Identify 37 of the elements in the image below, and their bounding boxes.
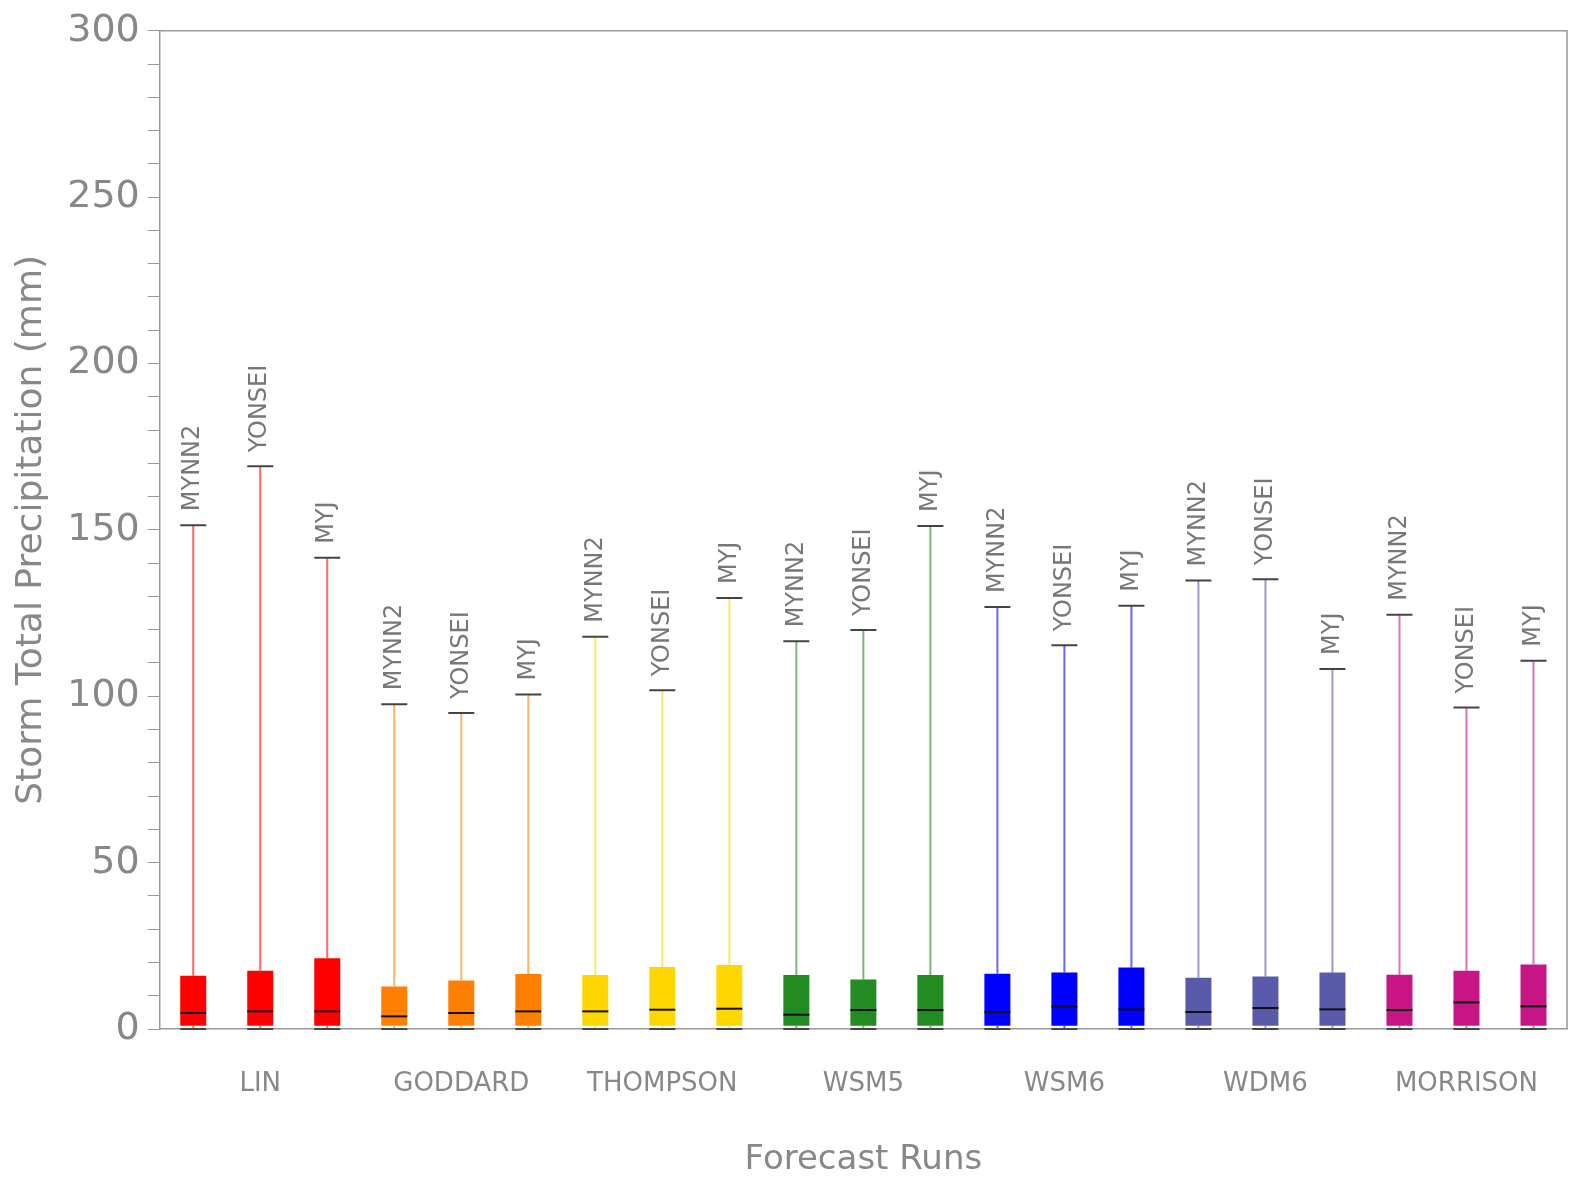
x-axis-title: Forecast Runs — [744, 1137, 983, 1178]
annotation: YONSEI — [445, 611, 474, 700]
annotation: MYNN2 — [981, 506, 1010, 594]
x-tick-label: WSM6 — [1023, 1067, 1105, 1098]
annotation: MYNN2 — [579, 536, 608, 623]
annotation: MYJ — [713, 541, 742, 585]
annotation: MYNN2 — [177, 424, 206, 512]
y-tick-label: 150 — [67, 504, 140, 549]
annotation: MYJ — [1115, 549, 1144, 592]
annotation: YONSEI — [1249, 477, 1278, 567]
y-tick-label: 100 — [67, 671, 140, 716]
annotation: YONSEI — [646, 588, 675, 678]
y-tick-label: 300 — [67, 5, 140, 50]
annotation: YONSEI — [1048, 543, 1077, 633]
y-tick-label: 50 — [91, 837, 140, 882]
annotation: YONSEI — [1450, 605, 1479, 695]
annotation: MYJ — [1517, 604, 1546, 647]
annotation: YONSEI — [847, 528, 876, 618]
x-tick-label: MORRISON — [1394, 1067, 1539, 1098]
annotation: YONSEI — [244, 364, 273, 454]
y-tick-label: 250 — [67, 172, 140, 217]
annotation: MYJ — [1316, 612, 1345, 655]
x-tick-label: LIN — [239, 1067, 282, 1098]
annotation: MYNN2 — [1182, 479, 1211, 567]
annotation: MYNN2 — [1383, 514, 1412, 601]
annotation: MYJ — [914, 469, 943, 512]
x-tick-label: WSM5 — [822, 1067, 904, 1098]
annotation: MYJ — [512, 638, 541, 681]
annotation: MYNN2 — [780, 540, 809, 628]
y-axis-title: Storm Total Precipitation (mm) — [7, 254, 49, 805]
x-tick-label: GODDARD — [393, 1067, 530, 1098]
annotation: MYJ — [311, 501, 340, 544]
y-tick-label: 0 — [115, 1003, 140, 1048]
annotation: MYNN2 — [378, 603, 407, 691]
y-tick-label: 200 — [67, 338, 140, 383]
x-tick-label: WDM6 — [1223, 1067, 1308, 1098]
x-tick-label: THOMPSON — [586, 1067, 738, 1098]
